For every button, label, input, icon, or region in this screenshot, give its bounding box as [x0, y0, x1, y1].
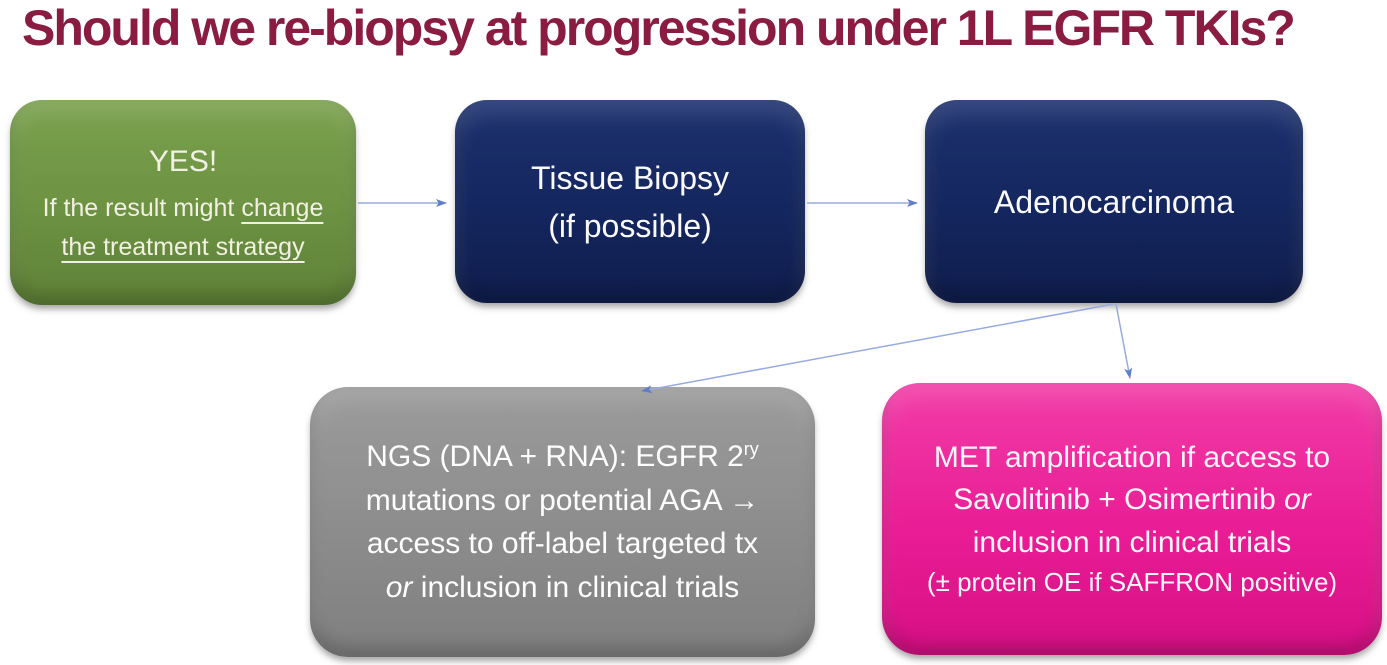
node-tissue-biopsy-line2: (if possible)	[548, 207, 712, 244]
node-ngs-line1: NGS (DNA + RNA): EGFR 2ry	[366, 435, 759, 479]
node-ngs-line2: mutations or potential AGA →	[365, 483, 760, 517]
node-ngs-line4-italic: or	[385, 570, 413, 604]
node-ngs-line1-superscript: ry	[743, 439, 759, 459]
node-yes-line1-plain: If the result might	[42, 194, 242, 222]
node-yes: YES! If the result might change the trea…	[10, 100, 356, 305]
node-ngs-line4-rest: inclusion in clinical trials	[412, 570, 740, 604]
node-yes-line1-underlined: change	[241, 194, 324, 222]
node-adenocarcinoma: Adenocarcinoma	[925, 100, 1303, 303]
arrow-adenocarcinoma-to-ngs	[641, 303, 1115, 394]
node-ngs-line3: access to off-label targeted tx	[366, 527, 759, 560]
node-yes-heading: YES!	[148, 144, 218, 178]
node-met-line2: Savolitinib + Osimertinib or	[953, 479, 1311, 522]
node-adenocarcinoma-label: Adenocarcinoma	[993, 183, 1235, 220]
node-yes-line2-underlined: the treatment strategy	[61, 232, 305, 261]
node-met-line4: (± protein OE if SAFFRON positive)	[926, 567, 1338, 598]
node-yes-line1: If the result might change	[43, 189, 324, 228]
node-met-line2-italic: or	[1284, 483, 1311, 517]
node-yes-line2: the treatment strategy	[61, 228, 304, 267]
node-met-line1: MET amplification if access to	[933, 440, 1331, 474]
node-tissue-biopsy-line1: Tissue Biopsy	[531, 159, 729, 196]
node-met: MET amplification if access to Savolitin…	[882, 383, 1382, 655]
arrow-adenocarcinoma-to-met	[1115, 303, 1133, 379]
slide-title: Should we re-biopsy at progression under…	[22, 0, 1296, 56]
node-ngs: NGS (DNA + RNA): EGFR 2ry mutations or p…	[310, 387, 815, 657]
node-met-line3: inclusion in clinical trials	[972, 525, 1292, 559]
node-tissue-biopsy: Tissue Biopsy (if possible)	[455, 100, 805, 303]
node-met-line2-main: Savolitinib + Osimertinib	[953, 483, 1285, 517]
node-ngs-line1-main: NGS (DNA + RNA): EGFR 2	[366, 440, 744, 473]
node-ngs-line4: or inclusion in clinical trials	[386, 566, 739, 610]
